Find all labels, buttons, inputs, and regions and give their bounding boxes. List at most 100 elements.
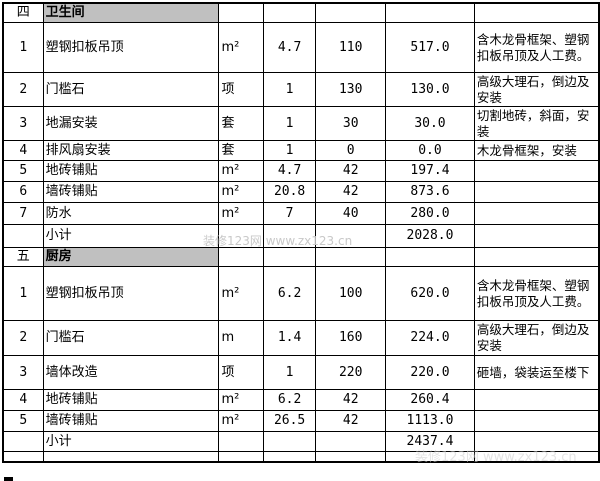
quantity: 6.2 [262,389,317,411]
unit: 项 [218,355,264,390]
empty-cell [473,224,600,248]
empty-cell [315,224,387,248]
unit: m² [218,389,264,411]
section-header-bathroom: 四 卫生间 [2,2,600,23]
quantity: 7 [262,202,317,225]
empty-cell [315,431,387,452]
empty-cell [262,247,317,267]
note: 木龙骨框架，安装 [473,140,600,161]
total: 220.0 [385,355,475,390]
item-name: 墙砖铺贴 [42,181,220,203]
note [473,160,600,182]
section-index: 四 [2,2,44,23]
row-number: 1 [2,22,44,73]
item-name: 门槛石 [42,72,220,107]
note [473,410,600,432]
unit: m² [218,22,264,73]
subtotal-value: 2437.4 [385,431,475,452]
empty-cell [218,224,264,248]
note [473,181,600,203]
unit: m² [218,266,264,321]
row-number: 6 [2,181,44,203]
table-row: 4 排风扇安装 套 1 0 0.0 木龙骨框架，安装 [2,140,600,161]
unit-price: 160 [315,320,387,356]
table-row: 7 防水 m² 7 40 280.0 [2,202,600,225]
total: 873.6 [385,181,475,203]
note: 砸墙，袋装运至楼下 [473,355,600,390]
empty-cell [315,247,387,267]
quantity: 4.7 [262,22,317,73]
clipped-next-section-glyph [4,477,13,481]
section-title: 厨房 [42,247,220,267]
total: 0.0 [385,140,475,161]
item-name: 塑钢扣板吊顶 [42,266,220,321]
empty-cell [262,2,317,23]
total: 1113.0 [385,410,475,432]
table-row: 5 地砖铺贴 m² 4.7 42 197.4 [2,160,600,182]
item-name: 地漏安装 [42,106,220,141]
unit-price: 130 [315,72,387,107]
row-number: 7 [2,202,44,225]
section-header-kitchen: 五 厨房 [2,247,600,267]
unit: m² [218,410,264,432]
unit: 项 [218,72,264,107]
empty-cell [2,431,44,452]
row-number: 2 [2,72,44,107]
quantity: 26.5 [262,410,317,432]
quantity: 20.8 [262,181,317,203]
item-name: 墙砖铺贴 [42,410,220,432]
empty-cell [315,451,387,462]
total: 620.0 [385,266,475,321]
empty-cell [218,2,264,23]
empty-cell [262,451,317,462]
total: 224.0 [385,320,475,356]
item-name: 门槛石 [42,320,220,356]
empty-cell [262,431,317,452]
empty-cell [385,2,475,23]
partial-next-row [2,451,600,462]
quantity: 1 [262,72,317,107]
note: 高级大理石，倒边及安装 [473,320,600,356]
row-number: 2 [2,320,44,356]
table-row: 3 地漏安装 套 1 30 30.0 切割地砖，斜面，安装 [2,106,600,141]
item-name: 防水 [42,202,220,225]
quantity: 1 [262,140,317,161]
empty-cell [473,247,600,267]
unit-price: 42 [315,181,387,203]
unit-price: 0 [315,140,387,161]
table-row: 2 门槛石 项 1 130 130.0 高级大理石，倒边及安装 [2,72,600,107]
note [473,202,600,225]
table-row: 4 地砖铺贴 m² 6.2 42 260.4 [2,389,600,411]
unit: 套 [218,106,264,141]
note: 含木龙骨框架、塑钢扣板吊顶及人工费。 [473,266,600,321]
note [473,389,600,411]
row-number: 5 [2,160,44,182]
empty-cell [262,224,317,248]
quantity: 1 [262,355,317,390]
item-name: 地砖铺贴 [42,160,220,182]
empty-cell [218,451,264,462]
unit-price: 30 [315,106,387,141]
note: 切割地砖，斜面，安装 [473,106,600,141]
estimate-table: 四 卫生间 1 塑钢扣板吊顶 m² 4.7 110 517.0 含木龙骨框架、塑… [2,2,600,463]
empty-cell [473,2,600,23]
empty-cell [315,2,387,23]
quantity: 4.7 [262,160,317,182]
total: 260.4 [385,389,475,411]
unit: m² [218,181,264,203]
unit-price: 220 [315,355,387,390]
unit: m² [218,160,264,182]
empty-cell [42,451,220,462]
table-row: 5 墙砖铺贴 m² 26.5 42 1113.0 [2,410,600,432]
quantity: 6.2 [262,266,317,321]
section-title: 卫生间 [42,2,220,23]
total: 197.4 [385,160,475,182]
table-row: 1 塑钢扣板吊顶 m² 4.7 110 517.0 含木龙骨框架、塑钢扣板吊顶及… [2,22,600,73]
item-name: 塑钢扣板吊顶 [42,22,220,73]
empty-cell [218,431,264,452]
unit: m [218,320,264,356]
unit: m² [218,202,264,225]
table-row: 1 塑钢扣板吊顶 m² 6.2 100 620.0 含木龙骨框架、塑钢扣板吊顶及… [2,266,600,321]
empty-cell [2,224,44,248]
empty-cell [385,451,475,462]
